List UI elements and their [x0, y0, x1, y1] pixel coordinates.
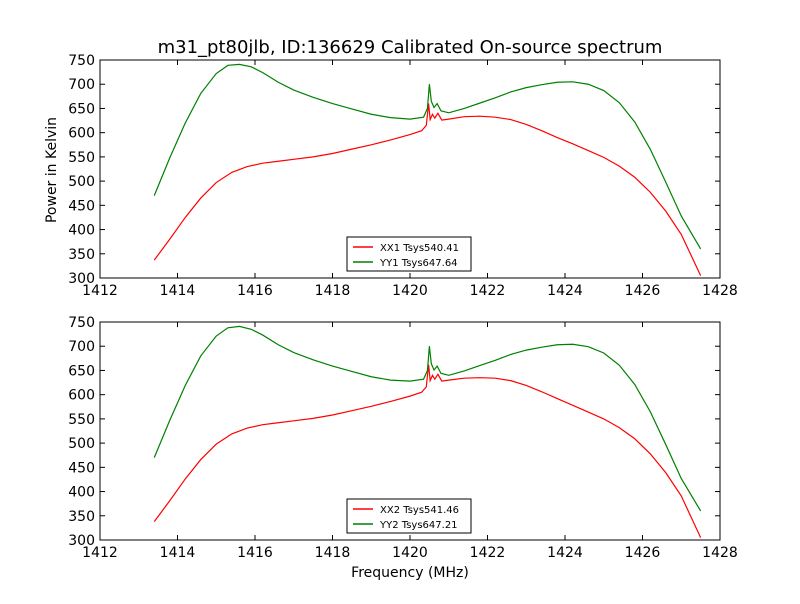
top-y-tick-label: 700 [68, 77, 95, 93]
top-x-tick-label: 1424 [547, 283, 583, 299]
bottom-series-line-2 [153, 325, 702, 512]
top-y-tick-label: 500 [68, 174, 95, 190]
figure-title: m31_pt80jlb, ID:136629 Calibrated On-sou… [158, 37, 663, 58]
bottom-legend: XX2 Tsys541.46 YY2 Tsys647.21 [346, 498, 472, 534]
bottom-x-tick-label: 1426 [625, 545, 661, 561]
bottom-y-tick-label: 350 [68, 509, 95, 525]
top-x-tick-label: 1412 [82, 283, 118, 299]
top-x-tick-label: 1428 [702, 283, 738, 299]
top-x-tick-label: 1418 [315, 283, 351, 299]
top-x-tick-label: 1420 [392, 283, 428, 299]
bottom-x-tick-label: 1414 [160, 545, 196, 561]
bottom-x-tick-label: 1418 [315, 545, 351, 561]
top-legend-box [346, 236, 472, 272]
bottom-y-tick-label: 600 [68, 388, 95, 404]
top-series-line-2 [153, 63, 702, 250]
bottom-y-tick-label: 550 [68, 412, 95, 428]
x-axis-label: Frequency (MHz) [351, 565, 469, 581]
top-y-tick-label: 450 [68, 198, 95, 214]
top-legend-label-1: XX1 Tsys540.41 [380, 243, 459, 254]
bottom-x-tick-label: 1412 [82, 545, 118, 561]
bottom-y-tick-label: 750 [68, 315, 95, 331]
bottom-x-tick-label: 1422 [470, 545, 506, 561]
bottom-y-tick-label: 450 [68, 460, 95, 476]
top-legend: XX1 Tsys540.41 YY1 Tsys647.64 [346, 236, 472, 272]
bottom-legend-label-1: XX2 Tsys541.46 [380, 505, 459, 516]
top-y-tick-label: 300 [68, 271, 95, 287]
bottom-legend-box [346, 498, 472, 534]
bottom-x-tick-label: 1424 [547, 545, 583, 561]
bottom-legend-label-2: YY2 Tsys647.21 [379, 520, 458, 531]
top-x-tick-label: 1422 [470, 283, 506, 299]
bottom-y-tick-label: 650 [68, 363, 95, 379]
bottom-x-tick-label: 1420 [392, 545, 428, 561]
bottom-y-tick-label: 700 [68, 339, 95, 355]
bottom-x-tick-label: 1416 [237, 545, 273, 561]
top-y-tick-label: 400 [68, 223, 95, 239]
top-y-tick-label: 600 [68, 126, 95, 142]
top-y-tick-label: 350 [68, 247, 95, 263]
top-legend-label-2: YY1 Tsys647.64 [379, 258, 458, 269]
bottom-series-line-1 [153, 364, 702, 538]
top-x-tick-label: 1414 [160, 283, 196, 299]
top-x-tick-label: 1416 [237, 283, 273, 299]
top-spectrum-panel: 1412 1414 1416 1418 1420 1422 1424 1426 1428 300 3… [68, 53, 738, 299]
bottom-x-tick-label: 1428 [702, 545, 738, 561]
bottom-spectrum-panel: 1412 1414 1416 1418 1420 1422 1424 1426 1428 300 3… [68, 315, 738, 561]
y-axis-label: Power in Kelvin [44, 117, 60, 223]
bottom-y-tick-label: 300 [68, 533, 95, 549]
top-y-tick-label: 650 [68, 101, 95, 117]
bottom-y-tick-label: 500 [68, 436, 95, 452]
top-series-line-1 [153, 103, 702, 276]
top-y-tick-label: 750 [68, 53, 95, 69]
bottom-y-tick-label: 400 [68, 485, 95, 501]
top-y-tick-label: 550 [68, 150, 95, 166]
top-x-tick-label: 1426 [625, 283, 661, 299]
